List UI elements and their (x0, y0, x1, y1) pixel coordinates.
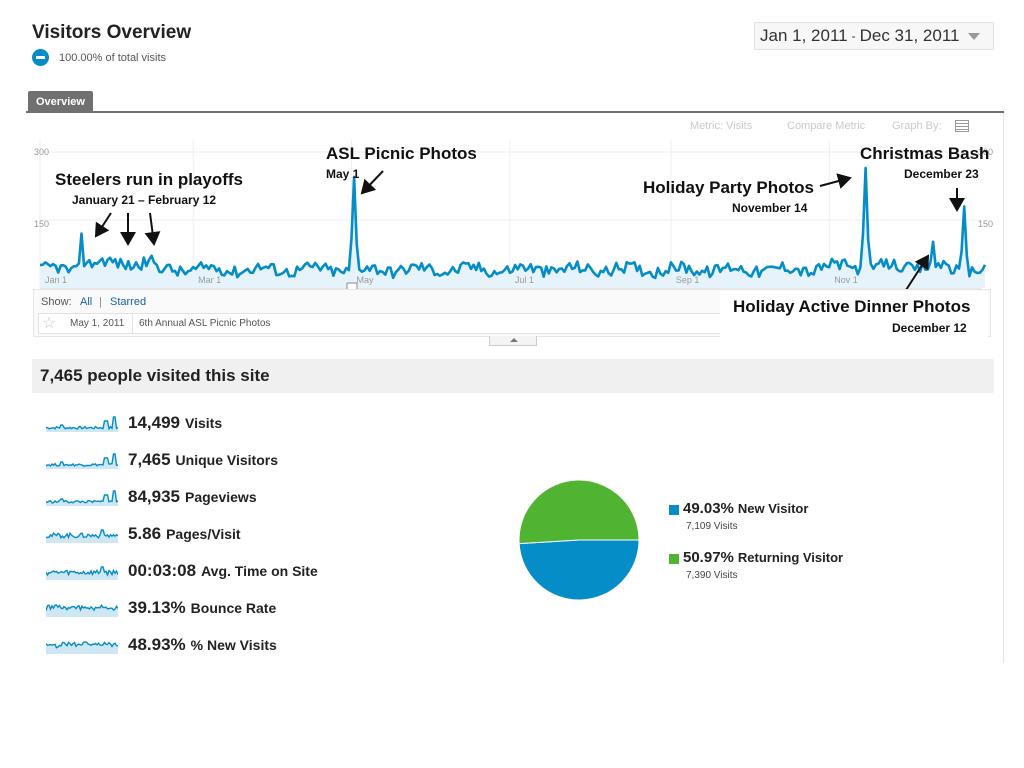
content-right-border (1003, 113, 1004, 663)
metric-label: Visits (185, 415, 223, 431)
legend-returning-label: Returning Visitor (737, 550, 844, 565)
metric-value: 84,935 (128, 487, 180, 506)
segment-indicator[interactable]: 100.00% of total visits (32, 49, 166, 66)
metric-row[interactable]: 39.13% Bounce Rate (46, 595, 276, 621)
metric-value: 7,465 (128, 450, 171, 469)
callout-christmas-title: Christmas Bash (860, 144, 990, 163)
annotation-arrow (144, 212, 161, 246)
legend-new-label: New Visitor (737, 501, 809, 516)
show-all-link[interactable]: All (80, 296, 93, 308)
y-tick-label: 300 (34, 147, 49, 157)
x-tick-label: Jul 1 (515, 275, 534, 285)
annotation-divider (132, 314, 133, 333)
x-tick-label: Nov 1 (834, 275, 858, 285)
annotation-arrows (94, 170, 965, 291)
date-end: Dec 31, 2011 (859, 26, 960, 45)
metric-label: Pages/Visit (166, 526, 241, 542)
annotation-overlay-background (720, 291, 988, 339)
y-tick-label-right: 300 (978, 147, 993, 157)
y-tick-label-right: 150 (978, 219, 993, 229)
annotation-arrow (94, 212, 112, 238)
visitor-type-pie-chart[interactable] (517, 478, 641, 602)
metric-row[interactable]: 48.93%% New Visits (46, 632, 277, 658)
metric-row[interactable]: 00:03:08 Avg. Time on Site (46, 558, 318, 584)
page-title: Visitors Overview (32, 22, 192, 43)
show-label: Show: (41, 296, 72, 308)
metric-value: 14,499 (128, 413, 180, 432)
metric-value: 48.93% (128, 635, 186, 654)
metric-sparkline (46, 566, 118, 580)
legend-returning-visits: 7,390 Visits (686, 570, 738, 581)
metric-value: 39.13% (128, 598, 186, 617)
legend-new-visits: 7,109 Visits (686, 521, 738, 532)
annotation-arrow (819, 173, 852, 189)
star-icon[interactable]: ☆ (42, 315, 57, 332)
metric-row[interactable]: 84,935 Pageviews (46, 484, 257, 510)
legend-swatch-new (669, 505, 679, 515)
tab-divider (26, 111, 1004, 113)
callout-holiday-party-date: November 14 (732, 201, 808, 215)
pie-slice-new-visitor[interactable] (518, 539, 640, 601)
chevron-down-icon[interactable] (968, 32, 981, 40)
callout-christmas-date: December 23 (904, 167, 979, 181)
segment-minus-icon[interactable] (32, 49, 49, 66)
metric-label: Avg. Time on Site (201, 563, 318, 579)
callout-picnic-date: May 1 (326, 167, 360, 181)
chart-area-fill (40, 167, 985, 288)
metric-value: 00:03:08 (128, 561, 197, 580)
callout-steelers-date: January 21 – February 12 (72, 193, 217, 207)
graph-by-day-icon[interactable] (955, 120, 969, 132)
visits-line-chart[interactable]: 300 150 300 150 Jan 1 Mar 1 May Jul 1 Sep 1 Nov 1 (0, 0, 1024, 300)
metric-selector[interactable]: Metric: Visits (690, 120, 753, 132)
metric-sparkline (46, 490, 118, 506)
date-range-picker[interactable]: Jan 1, 2011 - Dec 31, 2011 (754, 22, 994, 50)
chart-controls: Metric: Visits Compare Metric Graph By: (690, 119, 990, 135)
annotation-text: 6th Annual ASL Picnic Photos (139, 318, 271, 329)
metric-sparkline (46, 641, 118, 654)
metric-row[interactable]: 14,499 Visits (46, 410, 222, 436)
annotation-arrow (905, 254, 930, 291)
chart-series-line (39, 166, 987, 280)
x-tick-label: Sep 1 (676, 275, 700, 285)
date-start: Jan 1, 2011 (760, 26, 848, 45)
metric-sparkline (46, 604, 118, 617)
legend-swatch-returning (669, 554, 679, 564)
annotation-date: May 1, 2011 (70, 318, 125, 329)
chart-ticks: 300 150 300 150 Jan 1 Mar 1 May Jul 1 Sep 1 Nov 1 (34, 147, 993, 285)
date-separator: - (851, 29, 856, 43)
metric-sparkline (46, 453, 118, 469)
metric-row[interactable]: 7,465 Unique Visitors (46, 447, 278, 473)
metric-value: 5.86 (128, 524, 162, 543)
callout-steelers-title: Steelers run in playoffs (55, 170, 243, 189)
callout-dinner-date: December 12 (892, 321, 967, 335)
legend-returning-percent: 50.97% (683, 549, 734, 566)
callout-picnic-title: ASL Picnic Photos (326, 144, 477, 163)
metric-label: Unique Visitors (175, 452, 278, 468)
legend-new-percent: 49.03% (683, 500, 734, 517)
annotation-arrow (360, 170, 384, 195)
metric-label: Pageviews (185, 489, 257, 505)
tab-overview[interactable]: Overview (28, 91, 93, 112)
compare-metric-selector[interactable]: Compare Metric (787, 120, 866, 132)
callout-dinner-title: Holiday Active Dinner Photos (733, 297, 971, 316)
metric-sparkline (46, 529, 118, 543)
y-tick-label: 150 (34, 219, 49, 229)
x-tick-label: Mar 1 (198, 275, 221, 285)
x-tick-label: May (357, 275, 375, 285)
metric-row[interactable]: 5.86 Pages/Visit (46, 521, 241, 547)
show-starred-link[interactable]: Starred (110, 296, 147, 308)
metric-sparkline (46, 416, 118, 432)
metric-label: % New Visits (190, 637, 277, 653)
graph-by-label: Graph By: (892, 120, 942, 132)
collapse-annotations-button[interactable] (489, 336, 537, 346)
summary-headline: 7,465 people visited this site (32, 359, 994, 393)
pie-slice-returning-visitor[interactable] (518, 479, 640, 545)
x-tick-label: Jan 1 (45, 275, 67, 285)
metric-label: Bounce Rate (190, 600, 277, 616)
segment-label: 100.00% of total visits (59, 51, 167, 64)
show-separator: | (99, 296, 102, 308)
callout-holiday-party-title: Holiday Party Photos (643, 178, 814, 197)
